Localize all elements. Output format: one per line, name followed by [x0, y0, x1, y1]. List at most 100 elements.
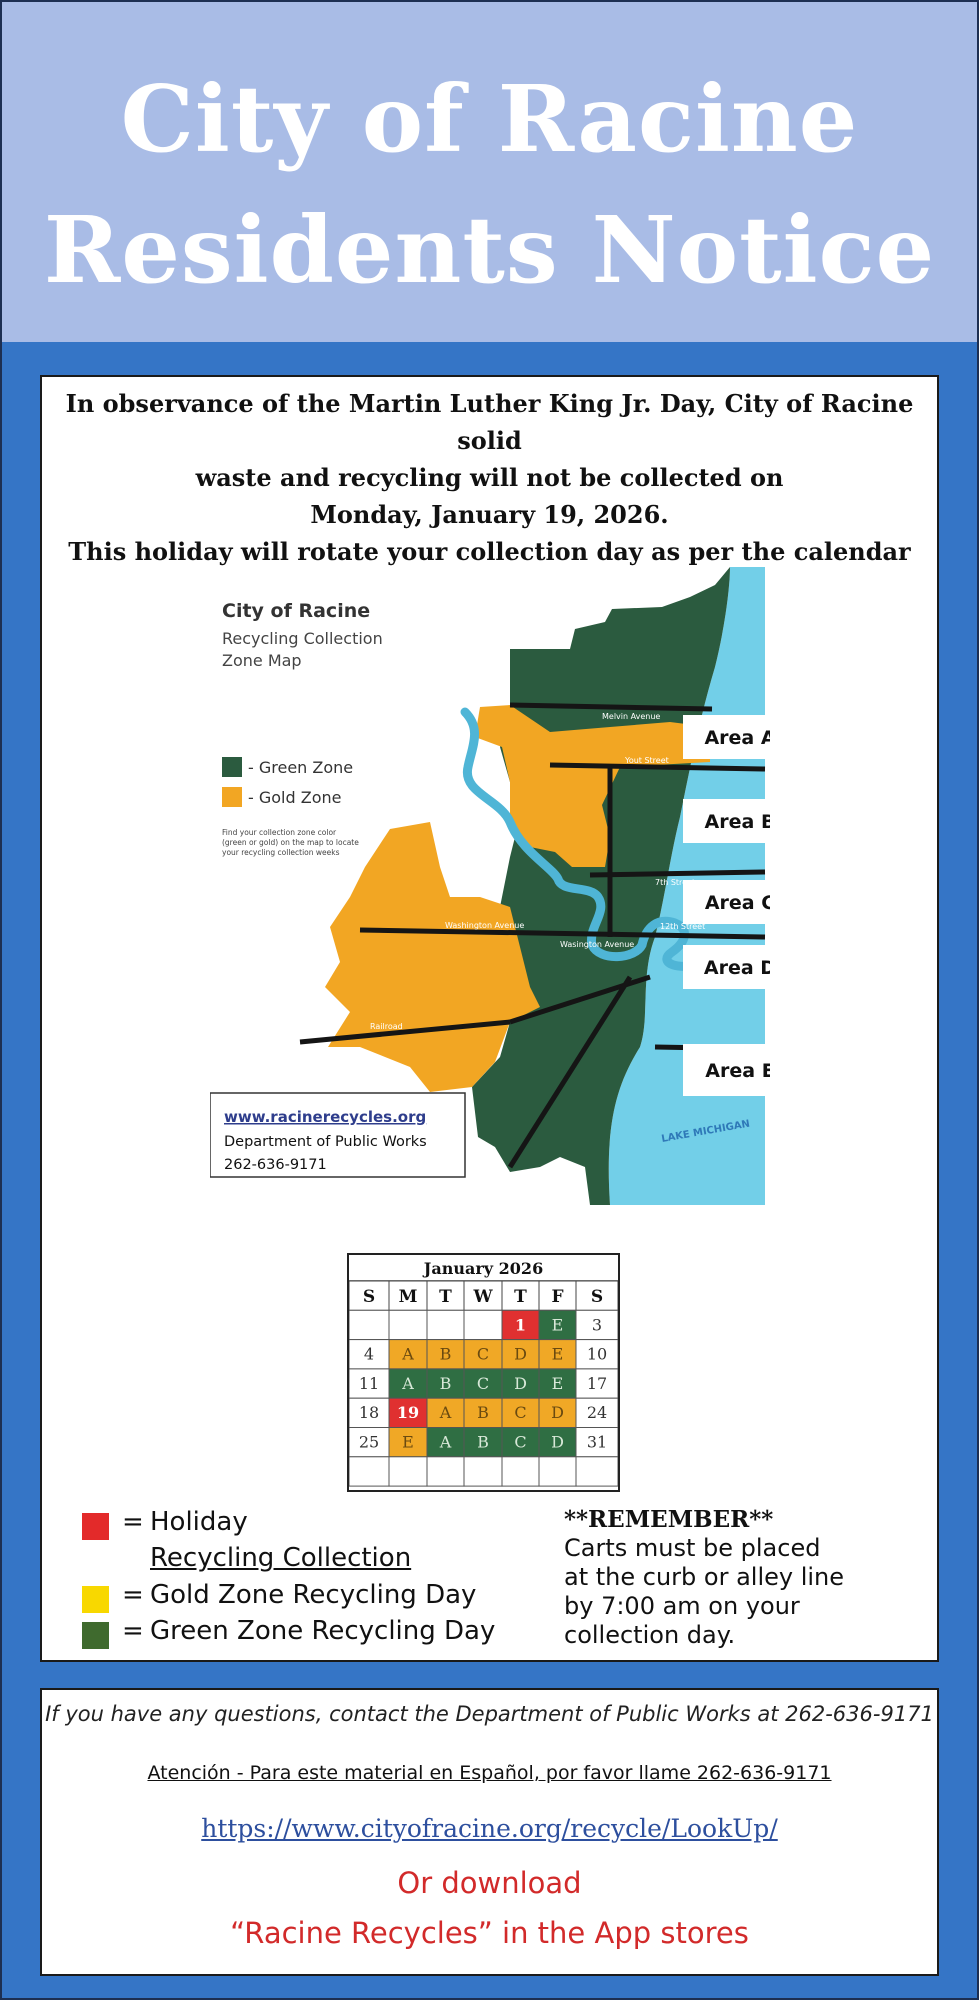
calendar-day: C — [514, 1433, 526, 1452]
weekday-cell — [575, 1280, 618, 1311]
remember-title: **REMEMBER** — [564, 1506, 774, 1533]
holiday-notice-text: In observance of the Martin Luther King … — [42, 385, 937, 607]
calendar-day: 3 — [592, 1315, 602, 1334]
title-line-1: City of Racine — [120, 65, 859, 173]
calendar-cell — [575, 1397, 618, 1428]
area-c-box — [683, 880, 770, 924]
calendar-cell — [463, 1427, 503, 1458]
calendar-day: C — [477, 1345, 489, 1364]
road-railroad — [299, 1019, 511, 1045]
road-diagonal — [507, 975, 633, 1169]
map-hint-1: Find your collection zone color — [222, 828, 337, 837]
calendar-cell — [575, 1456, 618, 1487]
calendar-day: 25 — [359, 1433, 379, 1452]
gold-label: Gold Zone Recycling Day — [150, 1580, 477, 1610]
calendar-day: B — [440, 1374, 452, 1393]
calendar-day: 4 — [364, 1345, 374, 1364]
road-melvin — [509, 702, 713, 712]
calendar-day: B — [477, 1433, 489, 1452]
green-label: Green Zone Recycling Day — [150, 1616, 496, 1646]
legend-equals: = — [122, 1507, 144, 1537]
map-info-phone: 262-636-9171 — [224, 1157, 327, 1173]
zone-map: Melvin Avenue Yout Street 7th Street 12t… — [210, 567, 770, 1207]
map-subtitle-2: Zone Map — [222, 651, 302, 670]
weekday-label: S — [591, 1287, 603, 1307]
calendar-cell — [349, 1339, 390, 1370]
calendar-day: A — [439, 1433, 452, 1452]
area-e-box — [683, 1044, 770, 1096]
legend-equals: = — [122, 1616, 144, 1646]
calendar-cell — [388, 1309, 428, 1341]
holiday-label: Holiday — [150, 1507, 248, 1537]
calendar-cell — [501, 1456, 540, 1487]
calendar-day: D — [551, 1403, 564, 1422]
calendar-cell — [501, 1339, 540, 1370]
calendar-day: D — [551, 1433, 564, 1452]
notice-box: In observance of the Martin Luther King … — [40, 375, 939, 1662]
calendar-day: 31 — [587, 1433, 607, 1452]
page-title: City of Racine Residents Notice — [2, 54, 977, 315]
contact-box: If you have any questions, contact the D… — [40, 1688, 939, 1976]
remember-line-3: by 7:00 am on your — [564, 1592, 800, 1620]
remember-note: **REMEMBER** Carts must be placed at the… — [564, 1505, 924, 1650]
calendar-day: C — [477, 1374, 489, 1393]
calendar-cell — [575, 1368, 618, 1399]
notice-line-2: waste and recycling will not be collecte… — [195, 463, 784, 492]
color-legend: = Holiday Recycling Collection = Gold Zo… — [82, 1507, 542, 1657]
road-seventh — [589, 869, 766, 878]
lookup-link[interactable]: https://www.cityofracine.org/recycle/Loo… — [201, 1814, 778, 1843]
calendar-day: A — [401, 1374, 414, 1393]
remember-line-1: Carts must be placed — [564, 1534, 821, 1562]
street-label-washington-2: Wasington Avenue — [560, 940, 634, 949]
area-b-label: Area B — [705, 811, 770, 833]
map-hint-2: (green or gold) on the map to locate — [222, 838, 359, 847]
calendar-day: 17 — [587, 1374, 607, 1393]
map-info-dept: Department of Public Works — [224, 1134, 427, 1150]
calendar-cell — [426, 1456, 465, 1487]
calendar-day: 19 — [397, 1403, 419, 1422]
map-title: City of Racine — [222, 600, 370, 622]
calendar-cell — [538, 1456, 577, 1487]
area-a-box — [683, 715, 770, 759]
calendar-day: B — [477, 1403, 489, 1422]
title-line-2: Residents Notice — [43, 195, 936, 304]
map-info-url[interactable]: www.racinerecycles.org — [224, 1108, 426, 1126]
calendar-day: 1 — [515, 1315, 526, 1334]
calendar-cell — [463, 1309, 503, 1341]
remember-line-2: at the curb or alley line — [564, 1563, 845, 1591]
area-c-label: Area C — [705, 892, 770, 914]
map-info-box — [210, 1092, 466, 1178]
area-b-box — [683, 799, 770, 843]
legend-equals: = — [122, 1580, 144, 1610]
notice-line-3: Monday, January 19, 2026. — [310, 500, 669, 529]
green-swatch — [82, 1622, 109, 1649]
map-legend-gold-label: - Gold Zone — [248, 788, 341, 807]
weekday-cell — [388, 1280, 428, 1311]
weekday-label: T — [514, 1287, 527, 1307]
calendar-day: 11 — [359, 1374, 379, 1393]
calendar-cell — [349, 1309, 390, 1341]
map-subtitle-1: Recycling Collection — [222, 629, 383, 648]
road-yout — [549, 762, 766, 772]
street-label-railroad: Railroad — [370, 1022, 403, 1031]
calendar-day: B — [440, 1345, 452, 1364]
calendar-cell — [426, 1339, 465, 1370]
weekday-label: W — [472, 1287, 493, 1307]
weekday-label: F — [551, 1287, 563, 1307]
spanish-text: Atención - Para este material en Español… — [147, 1762, 832, 1784]
area-d-box — [683, 945, 770, 989]
calendar-day: A — [439, 1403, 452, 1422]
calendar-day: D — [514, 1374, 527, 1393]
calendar-cell — [426, 1309, 465, 1341]
map-hint-3: your recycling collection weeks — [222, 848, 340, 857]
header-banner: City of Racine Residents Notice — [2, 2, 977, 342]
weekday-cell — [426, 1280, 465, 1311]
street-label-yout: Yout Street — [624, 756, 669, 765]
map-legend-green-label: - Green Zone — [248, 758, 353, 777]
area-labels: Area A Area B Area C Area D Area E — [683, 715, 770, 1096]
gold-zone-north — [475, 705, 710, 867]
remember-line-4: collection day. — [564, 1621, 736, 1649]
calendar-day: C — [514, 1403, 526, 1422]
